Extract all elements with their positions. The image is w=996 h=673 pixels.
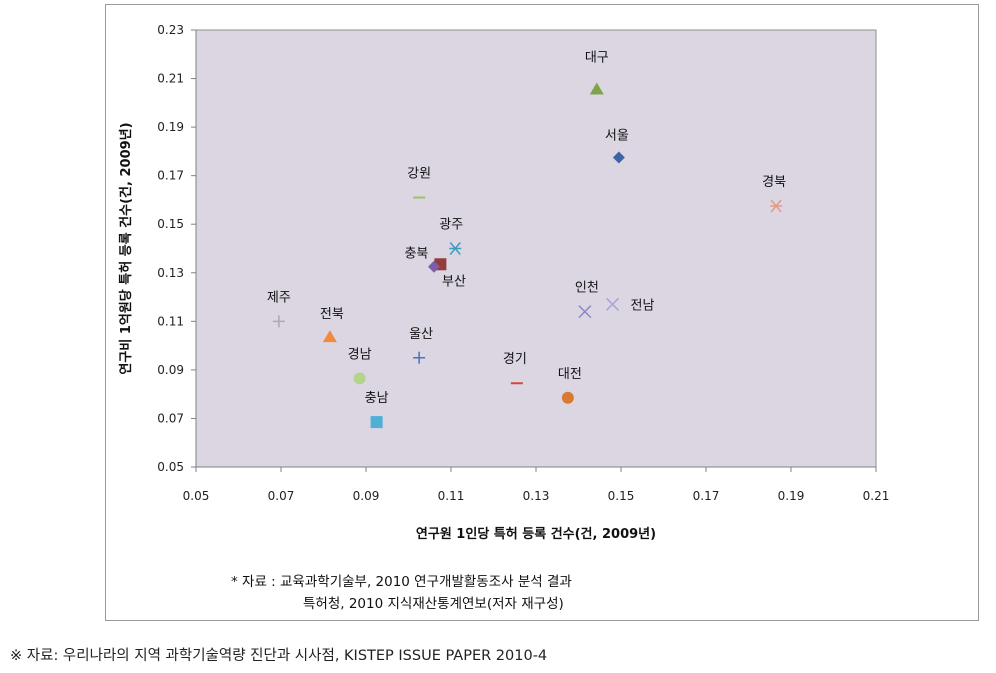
point-label: 경남	[348, 347, 372, 362]
y-tick-label: 0.11	[157, 314, 184, 328]
x-tick-label: 0.07	[268, 489, 295, 503]
point-label: 부산	[442, 275, 466, 290]
x-tick-label: 0.21	[863, 489, 890, 503]
x-tick-label: 0.19	[778, 489, 805, 503]
point-경남	[353, 372, 366, 385]
point-충남	[370, 416, 383, 429]
plot-area	[195, 29, 877, 468]
point-서울	[612, 151, 625, 164]
x-axis-title: 연구원 1인당 특허 등록 건수(건, 2009년)	[416, 526, 656, 542]
point-label: 대구	[585, 50, 609, 65]
point-제주	[272, 315, 285, 328]
point-label: 광주	[439, 218, 463, 233]
y-tick-label: 0.21	[157, 72, 184, 86]
point-부산	[428, 260, 440, 273]
point-경북	[770, 199, 783, 213]
point-광주	[449, 242, 462, 255]
point-label: 충남	[365, 391, 389, 406]
y-tick-label: 0.15	[157, 217, 184, 231]
point-label: 전북	[320, 307, 344, 322]
point-label: 전남	[631, 298, 655, 313]
point-label: 경기	[503, 352, 527, 367]
x-tick-label: 0.15	[608, 489, 635, 503]
point-대구	[589, 82, 604, 95]
point-label: 대전	[558, 367, 582, 382]
point-전남	[605, 297, 620, 311]
y-tick-label: 0.07	[157, 411, 184, 425]
x-tick-label: 0.17	[693, 489, 720, 503]
y-tick-label: 0.05	[157, 460, 184, 474]
point-label: 경북	[762, 175, 786, 190]
y-tick-label: 0.13	[157, 266, 184, 280]
point-label: 인천	[575, 281, 599, 296]
point-전북	[322, 330, 337, 343]
point-울산	[413, 351, 426, 364]
point-label: 울산	[409, 327, 433, 342]
x-tick-label: 0.05	[183, 489, 210, 503]
y-tick-label: 0.19	[157, 120, 184, 134]
point-대전	[561, 391, 574, 404]
point-label: 강원	[407, 167, 431, 182]
y-axis-title: 연구비 1억원당 특허 등록 건수(건, 2009년)	[118, 122, 134, 374]
point-인천	[578, 305, 592, 319]
x-tick-label: 0.11	[438, 489, 465, 503]
note-line-1: * 자료 : 교육과학기술부, 2010 연구개발활동조사 분석 결과	[231, 574, 572, 590]
x-tick-label: 0.13	[523, 489, 550, 503]
source-caption: ※ 자료: 우리나라의 지역 과학기술역량 진단과 시사점, KISTEP IS…	[10, 648, 548, 664]
scatter-chart: 0.05 0.07 0.09 0.11 0.13 0.15 0.17 0.19 0.21 0.05…	[118, 23, 890, 542]
point-label: 제주	[267, 290, 291, 305]
point-label: 충북	[404, 246, 428, 261]
note-line-2: 특허청, 2010 지식재산통계연보(저자 재구성)	[303, 596, 564, 612]
y-tick-label: 0.09	[157, 363, 184, 377]
figure-notes: * 자료 : 교육과학기술부, 2010 연구개발활동조사 분석 결과 특허청,…	[231, 571, 572, 615]
figure-frame: 0.05 0.07 0.09 0.11 0.13 0.15 0.17 0.19 0.21 0.05…	[105, 4, 979, 621]
y-tick-label: 0.23	[157, 23, 184, 37]
x-tick-label: 0.09	[353, 489, 380, 503]
y-tick-label: 0.17	[157, 169, 184, 183]
point-label: 서울	[605, 128, 629, 143]
